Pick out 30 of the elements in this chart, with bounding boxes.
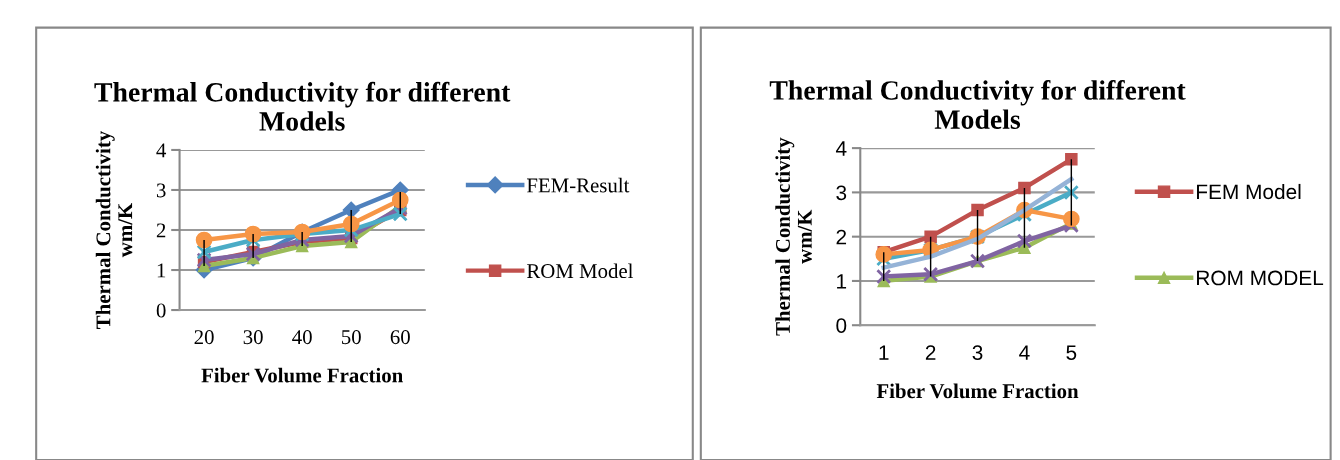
legend-label: ROM Model [526,263,634,279]
y-axis-title: Thermal Conductivity wm/K [775,137,812,336]
x-tick-label: 4 [1019,345,1030,360]
x-axis-title: Fiber Volume Fraction [201,367,403,383]
y-tick-label: 4 [835,141,847,156]
y-tick-label: 0 [156,303,166,318]
y-tick-label: 3 [156,183,166,198]
y-tick-label: 2 [836,229,847,245]
chart-title: Thermal Conductivity for different Models [94,81,511,131]
legend-label: FEM-Result [526,177,630,193]
y-tick-label: 1 [157,263,166,278]
y-tick-label: 3 [836,185,847,201]
x-tick-label: 3 [972,345,983,360]
x-tick-label: 40 [292,330,312,345]
chart-title: Thermal Conductivity for different Models [769,79,1186,129]
x-tick-label: 20 [194,330,214,345]
x-axis-title: Fiber Volume Fraction [876,383,1079,399]
x-tick-label: 50 [342,330,361,345]
x-tick-label: 1 [879,345,889,360]
y-axis-title: Thermal Conductivity wm/K [95,130,133,329]
legend-label: FEM Model [1197,183,1301,200]
y-tick-label: 0 [836,318,847,333]
x-tick-label: 2 [925,345,936,360]
x-tick-label: 60 [390,330,410,345]
legend-label: ROM MODEL [1197,270,1324,286]
x-tick-label: 30 [243,330,263,345]
x-tick-label: 5 [1066,345,1077,360]
y-tick-label: 4 [156,143,167,158]
y-tick-label: 1 [837,274,847,289]
y-tick-label: 2 [156,223,166,238]
